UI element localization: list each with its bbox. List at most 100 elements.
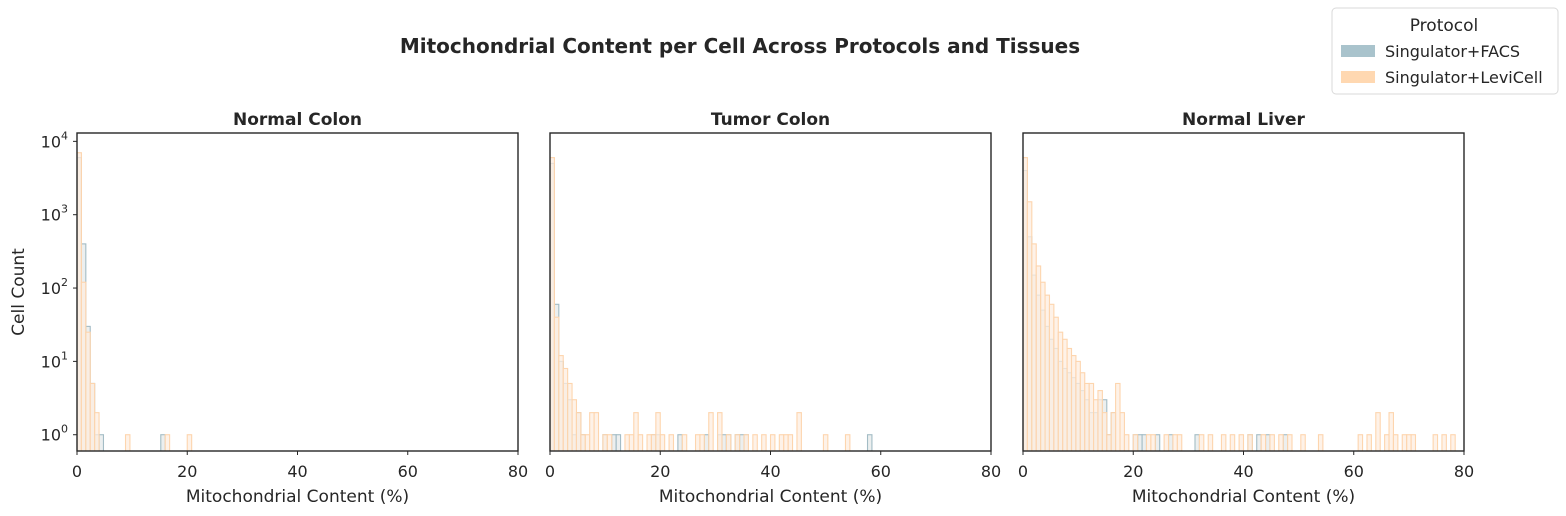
y-tick-label: 101 (41, 349, 68, 371)
histogram-bar (611, 434, 617, 451)
histogram-bar (699, 434, 705, 451)
histogram-bar (1167, 434, 1174, 451)
x-tick-label: 40 (760, 462, 780, 481)
histogram-bar (650, 434, 657, 451)
histogram-bar (1088, 382, 1095, 451)
histogram-bar (606, 434, 613, 451)
panel-frame (549, 132, 992, 452)
histogram-bar (844, 434, 851, 451)
histogram-bar (1220, 434, 1227, 451)
histogram-bar (1207, 434, 1214, 451)
histogram-bar (1406, 434, 1412, 451)
histogram-bar (787, 434, 794, 451)
histogram-bar (1115, 382, 1121, 451)
histogram-bar (1388, 412, 1394, 451)
panel-1: Normal Colon 0 20 40 60 80 Mitochondrial Conte… (41, 110, 529, 507)
histogram-bar (1106, 434, 1112, 451)
legend-item[interactable]: Singulator+FACS (1341, 42, 1520, 61)
x-tick-label: 20 (1123, 462, 1143, 481)
legend[interactable]: Protocol Singulator+FACS Singulator+LeviCe… (1331, 7, 1559, 95)
histogram-bar (1097, 390, 1103, 451)
histogram-bar (1269, 434, 1275, 451)
histogram-bar (615, 434, 622, 451)
histogram-bar (866, 434, 873, 451)
histogram-bar (1062, 338, 1068, 451)
histogram-bar (778, 434, 785, 451)
panel-title: Normal Liver (1182, 110, 1305, 130)
histogram-bar (703, 434, 710, 451)
legend-swatch (1341, 45, 1375, 57)
histogram-bar (743, 434, 749, 451)
histogram-bar (1238, 434, 1245, 451)
histogram-bar (1450, 434, 1456, 451)
histogram-bar (1441, 434, 1447, 451)
histogram-bar (1375, 412, 1381, 451)
histogram-bar (633, 412, 639, 451)
histogram-bar (1044, 294, 1051, 451)
histogram-bar (558, 355, 564, 451)
chart-title: Mitochondrial Content per Cell Across Pr… (400, 34, 1080, 58)
histogram-bar (1031, 243, 1037, 451)
histogram-bar (1053, 316, 1059, 451)
histogram-bar (567, 382, 573, 451)
histogram-bar (1163, 434, 1170, 451)
histogram-bar (164, 434, 171, 451)
histogram-bar (1040, 281, 1046, 451)
histogram-bar (1026, 201, 1033, 451)
histogram-bar (1265, 434, 1271, 451)
histogram-bar (796, 412, 802, 451)
histogram-bar (694, 434, 701, 451)
histogram-bar (580, 434, 586, 451)
histogram-bar (1287, 434, 1293, 451)
x-tick-label: 60 (871, 462, 891, 481)
histogram-bar (1282, 434, 1289, 451)
y-tick-label: 104 (41, 129, 68, 151)
histogram-bar (739, 434, 745, 451)
histogram-bar (94, 412, 100, 451)
histogram-bar (752, 434, 758, 451)
histogram-bar (1070, 355, 1077, 451)
histogram-bar (769, 434, 776, 451)
histogram-bar (1256, 434, 1262, 451)
plot-area (550, 157, 873, 451)
histogram-bar (717, 412, 723, 451)
histogram-bar (1119, 412, 1125, 451)
histogram-bar (1410, 434, 1417, 451)
panel-3: Normal Liver 0 20 40 60 80 Mitochondrial Conte… (1018, 110, 1474, 507)
x-tick-label: 80 (508, 462, 528, 481)
histogram-bar (1154, 434, 1161, 451)
series-singulator-levicell (1023, 157, 1456, 451)
y-axis-label: Cell Count (9, 248, 29, 336)
histogram-bar (1278, 434, 1284, 451)
x-tick-label: 40 (1233, 462, 1253, 481)
series-singulator-levicell (77, 152, 193, 451)
histogram-bar (1093, 399, 1099, 451)
legend-label: Singulator+FACS (1385, 42, 1520, 61)
x-tick-label: 60 (1344, 462, 1364, 481)
x-axis-label: Mitochondrial Content (%) (659, 487, 882, 507)
histogram-bar (593, 412, 600, 451)
histogram-bar (1084, 382, 1090, 451)
legend-swatch (1341, 71, 1375, 83)
panel-title: Normal Colon (233, 110, 362, 130)
histogram-bar (1401, 434, 1408, 451)
histogram-bar (628, 434, 635, 451)
histogram-bar (1194, 434, 1200, 451)
legend-label: Singulator+LeviCell (1385, 68, 1543, 87)
x-tick-label: 20 (177, 462, 197, 481)
series-singulator-facs (550, 162, 873, 451)
histogram-bar (1172, 434, 1178, 451)
legend-frame (1331, 7, 1559, 95)
histogram-bar (1079, 372, 1086, 451)
x-tick-label: 0 (545, 462, 555, 481)
histogram-bar (1432, 434, 1439, 451)
x-tick-label: 60 (398, 462, 418, 481)
histogram-bar (1137, 434, 1143, 451)
histogram-bar (646, 434, 652, 451)
panel-2: Tumor Colon 0 20 40 60 80 Mitochondrial Conten… (545, 110, 1001, 507)
histogram-bar (725, 434, 732, 451)
histogram-bar (1123, 434, 1130, 451)
legend-item[interactable]: Singulator+LeviCell (1341, 68, 1543, 87)
histogram-bar (186, 434, 193, 451)
